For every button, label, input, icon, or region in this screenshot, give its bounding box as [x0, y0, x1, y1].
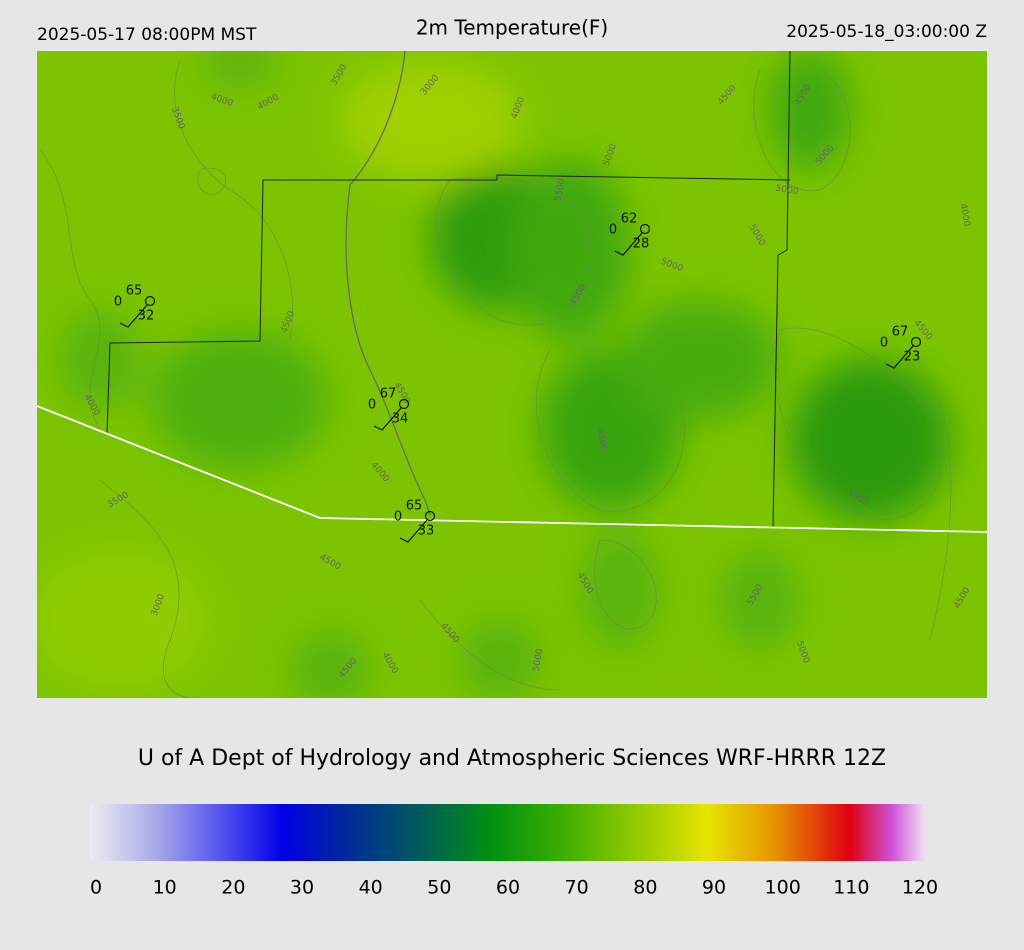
- station-bottom: 23: [904, 350, 921, 365]
- colorbar-tick-label: 90: [702, 877, 726, 899]
- contour-label: 4000: [958, 203, 972, 228]
- station-circle: [424, 510, 436, 522]
- colorbar-tick-label: 80: [633, 877, 657, 899]
- colorbar-ticks: 0 10 20 30 40 50 60 70 80 90 100 110 120: [90, 877, 938, 899]
- colorbar-tick-label: 10: [153, 877, 177, 899]
- map-title: 2m Temperature(F): [416, 16, 608, 40]
- station-left: 0: [368, 398, 376, 413]
- station-temp: 65: [406, 499, 423, 514]
- colorbar-tick-label: 70: [565, 877, 589, 899]
- river: [345, 51, 431, 516]
- credit: U of A Dept of Hydrology and Atmospheric…: [138, 746, 886, 771]
- station: 62 0 28: [609, 212, 651, 256]
- station-left: 0: [394, 510, 402, 525]
- colorbar-tick-label: 20: [221, 877, 245, 899]
- wind-barb: [885, 345, 914, 369]
- wind-barb: [373, 407, 402, 431]
- valid-local-time: 2025-05-17 08:00PM MST: [37, 25, 257, 45]
- wind-barb: [399, 519, 428, 543]
- colorbar-tick-label: 0: [90, 877, 102, 899]
- station: 67 0 34: [368, 387, 410, 431]
- station-left: 0: [114, 295, 122, 310]
- contour-label: 5000: [532, 648, 546, 673]
- state-boundary: [37, 405, 987, 533]
- colorbar-tick-label: 30: [290, 877, 314, 899]
- county-boundaries: [106, 51, 791, 529]
- colorbar: [90, 804, 925, 861]
- colorbar-tick-label: 110: [833, 877, 869, 899]
- wind-barb: [614, 232, 643, 256]
- station-bottom: 28: [633, 237, 650, 252]
- colorbar-tick-label: 120: [902, 877, 938, 899]
- station: 65 0 32: [114, 284, 156, 328]
- colorbar-tick-label: 50: [427, 877, 451, 899]
- colorbar-tick-label: 100: [765, 877, 801, 899]
- station: 65 0 33: [394, 499, 436, 543]
- station-bottom: 34: [392, 412, 409, 427]
- contour-label: 4500: [595, 428, 609, 453]
- station-left: 0: [880, 336, 888, 351]
- temperature-field: [37, 51, 950, 698]
- colorbar-tick-label: 60: [496, 877, 520, 899]
- station-left: 0: [609, 223, 617, 238]
- contour-label: 5500: [554, 178, 568, 203]
- station-plots: 65 0 32 62 0 28 67 0 34 65 0 33 67 0 23: [114, 212, 922, 543]
- station: 67 0 23: [880, 325, 922, 369]
- valid-utc-time: 2025-05-18_03:00:00 Z: [786, 22, 987, 42]
- station-circle: [910, 336, 922, 348]
- station-circle: [639, 223, 651, 235]
- wind-barb: [119, 304, 148, 328]
- station-temp: 67: [380, 387, 397, 402]
- station-temp: 62: [621, 212, 638, 227]
- colorbar-tick-label: 40: [359, 877, 383, 899]
- contour-label: 5000: [775, 184, 800, 198]
- station-circle: [398, 398, 410, 410]
- station-bottom: 32: [138, 309, 155, 324]
- station-temp: 67: [892, 325, 909, 340]
- station-circle: [144, 295, 156, 307]
- station-bottom: 33: [418, 524, 435, 539]
- contour-lines: [39, 59, 952, 698]
- station-temp: 65: [126, 284, 143, 299]
